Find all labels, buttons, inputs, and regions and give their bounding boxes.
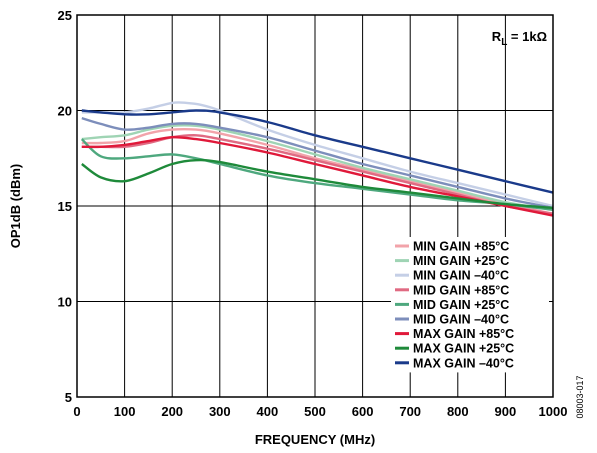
x-tick-label: 600 [352,404,374,419]
legend-entry: MID GAIN +85°C [413,283,509,297]
y-tick-label: 25 [58,8,72,23]
y-tick-label: 15 [58,199,72,214]
plot-frame [76,14,554,398]
annotation-suffix: = 1kΩ [507,29,547,44]
series-line [81,158,554,210]
legend-entry: MID GAIN –40°C [413,313,509,327]
legend-entry: MIN GAIN +25°C [413,254,509,268]
x-tick-label: 0 [73,404,80,419]
series-line [81,135,554,217]
x-axis-title: FREQUENCY (MHz) [255,432,375,447]
x-tick-label: 500 [304,404,326,419]
x-tick-label: 300 [209,404,231,419]
series-line [81,116,554,210]
legend-entry: MID GAIN +25°C [413,298,509,312]
y-tick-label: 10 [58,295,72,310]
x-tick-labels: 0 100 200 300 400 500 600 700 800 900 1000 [73,404,567,419]
series-line [81,134,554,215]
series-line [81,109,554,194]
legend-entry: MIN GAIN –40°C [413,269,509,283]
series-line [81,127,554,215]
y-tick-label: 5 [65,390,72,405]
x-tick-label: 700 [399,404,421,419]
annotation-prefix: R [492,29,502,44]
legend-entry: MAX GAIN +25°C [413,342,514,356]
x-tick-label: 400 [257,404,279,419]
legend-entry: MIN GAIN +85°C [413,240,509,254]
y-axis-title: OP1dB (dBm) [8,164,23,249]
x-tick-label: 100 [114,404,136,419]
x-tick-label: 900 [495,404,517,419]
load-resistance-annotation: RL = 1kΩ [492,29,547,48]
series-lines [80,101,554,217]
series-line [80,138,554,211]
x-tick-label: 800 [447,404,469,419]
figure-id: 08003-017 [575,375,585,418]
annotation-subscript: L [501,37,507,48]
y-tick-labels: 5 10 15 20 25 [58,8,72,405]
series-line [81,124,554,211]
legend-background [391,237,549,373]
legend-entry: MAX GAIN –40°C [413,356,514,370]
legend-entry: MAX GAIN +85°C [413,327,514,341]
y-tick-label: 20 [58,104,72,119]
x-tick-label: 1000 [539,404,568,419]
x-tick-label: 200 [161,404,183,419]
series-line [81,101,554,208]
